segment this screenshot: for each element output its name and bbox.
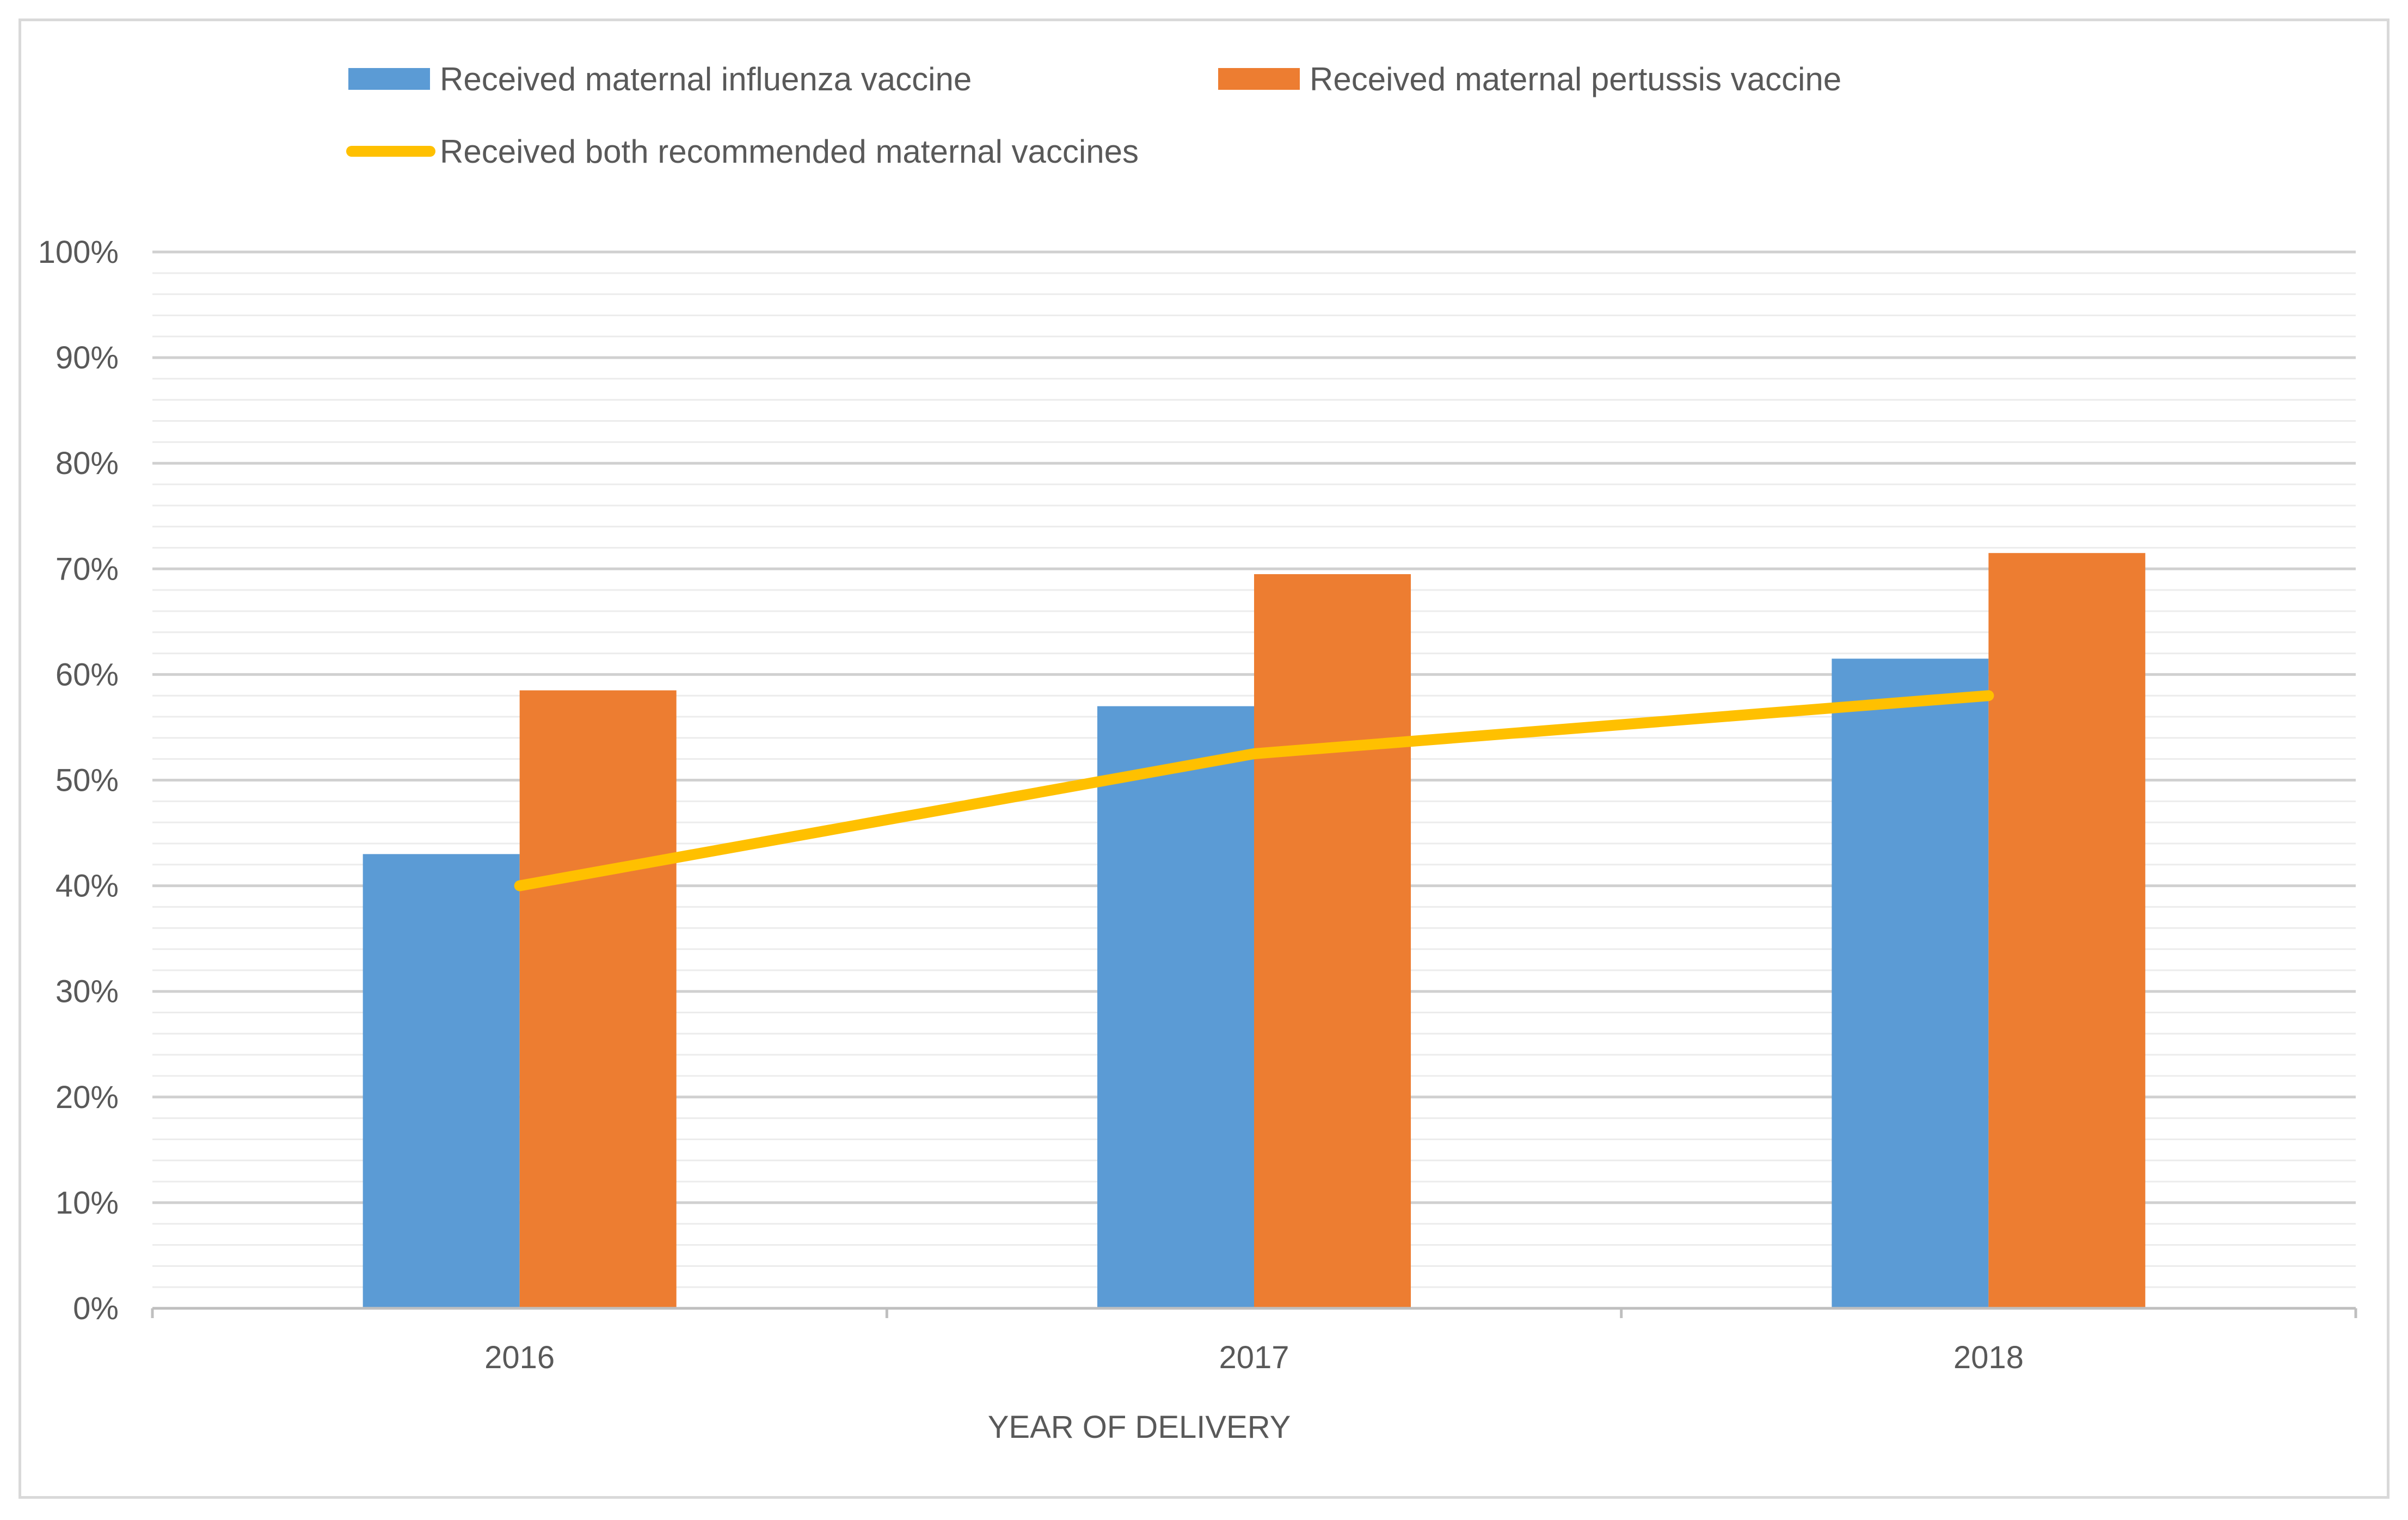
bar-pertussis-2017 <box>1254 574 1411 1308</box>
legend-label: Received maternal pertussis vaccine <box>1310 61 1841 97</box>
x-tick-label: 2018 <box>1954 1340 2024 1375</box>
bar-influenza-2016 <box>363 854 520 1308</box>
bar-pertussis-2018 <box>1988 553 2146 1308</box>
x-axis-title: YEAR OF DELIVERY <box>988 1410 1291 1445</box>
y-tick-label: 30% <box>56 974 119 1010</box>
bars <box>363 553 2146 1308</box>
line-both-vaccines <box>514 690 1994 891</box>
axes: YEAR OF DELIVERY 0% 10% 20% 30% 40% 50% 60% 70%… <box>38 235 2357 1445</box>
y-tick-label: 20% <box>56 1080 119 1115</box>
y-tick-label: 100% <box>38 235 119 270</box>
legend-label: Received both recommended maternal vacci… <box>440 133 1139 170</box>
y-tick-label: 0% <box>73 1291 119 1326</box>
line-series <box>514 690 1994 891</box>
y-tick-label: 90% <box>56 340 119 376</box>
legend: Received maternal influenza vaccine Recei… <box>346 61 1841 170</box>
legend-swatch <box>348 68 430 90</box>
y-tick-label: 50% <box>56 763 119 798</box>
y-tick-label: 40% <box>56 869 119 904</box>
y-tick-label: 80% <box>56 446 119 481</box>
y-tick-label: 70% <box>56 551 119 587</box>
bar-pertussis-2016 <box>519 690 677 1308</box>
legend-label: Received maternal influenza vaccine <box>440 61 972 97</box>
legend-swatch <box>1218 68 1300 90</box>
bar-influenza-2018 <box>1832 659 1989 1308</box>
bar-influenza-2017 <box>1097 706 1254 1308</box>
y-tick-label: 10% <box>56 1185 119 1221</box>
y-tick-label: 60% <box>56 657 119 692</box>
x-tick-label: 2017 <box>1219 1340 1289 1375</box>
x-tick-label: 2016 <box>484 1340 555 1375</box>
